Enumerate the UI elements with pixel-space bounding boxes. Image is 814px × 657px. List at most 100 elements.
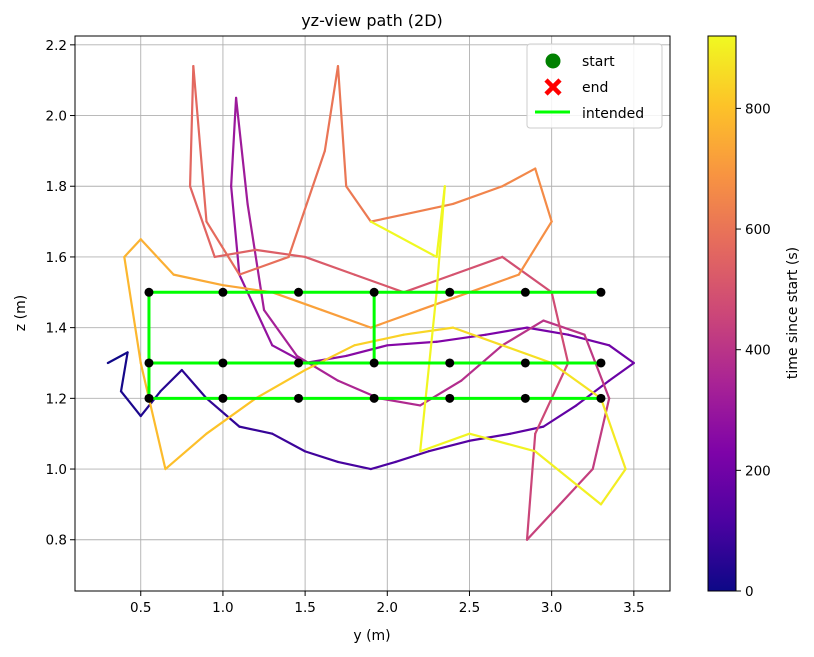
trajectory-segment [295,354,340,382]
trajectory-segment [106,351,129,365]
colorbar-gradient [707,35,737,592]
trajectory-segment [542,319,586,336]
trajectory-segment [123,255,142,365]
x-tick-label: 1.5 [294,600,315,616]
trajectory-segment [238,255,290,276]
trajectory-segment [402,326,455,336]
trajectory-segment [484,326,529,336]
trajectory-segment [419,291,471,312]
trajectory-segment [336,460,372,471]
trajectory-segment [188,64,195,188]
trajectory-segment [323,64,340,152]
waypoint-marker [144,358,154,368]
trajectory-segment [304,344,356,372]
waypoint-marker [218,287,228,297]
trajectory-segment [534,450,603,506]
trajectory-segment [451,255,504,276]
waypoint-marker [520,393,530,403]
colorbar-tick-label: 200 [745,463,771,479]
x-tick-label: 3.5 [623,600,644,616]
trajectory-segment [591,397,611,471]
y-tick-label: 2.2 [46,38,67,54]
chart-title: yz-view path (2D) [301,11,443,30]
waypoint-marker [294,393,304,403]
trajectory-segment [271,291,323,312]
trajectory-segment [394,450,430,464]
trajectory-segment [369,220,438,259]
x-tick-label: 2.0 [377,600,398,616]
waypoint-marker [520,358,530,368]
trajectory-segment [427,439,471,453]
waypoint-marker [218,358,228,368]
colorbar-ticks: 0 200 400 600 800 [736,101,771,600]
trajectory-segment [139,238,175,276]
waypoint-marker [294,358,304,368]
waypoint-marker [445,393,455,403]
trajectory-segment [550,291,570,365]
waypoint-marker [596,393,606,403]
y-tick-label: 2.0 [46,109,67,125]
trajectory-segment [205,220,241,276]
trajectory-segment [419,291,438,453]
trajectory-segment [320,308,372,329]
trajectory-segment [336,64,348,188]
trajectory-segment [262,308,298,358]
trajectory-segment [238,273,274,347]
trajectory-segment [608,344,635,365]
trajectory-segment [123,238,142,259]
trajectory-segment [501,167,537,188]
trajectory-segment [402,202,455,216]
trajectory-segment [159,368,183,393]
legend: start end intended [526,43,663,129]
legend-box [526,43,663,129]
waypoint-marker [596,358,606,368]
trajectory-segment [172,273,225,287]
trajectory-segment [254,368,307,400]
trajectory-segment [435,185,446,259]
trajectory-segment [287,149,326,259]
trajectory-segment [386,340,438,347]
colorbar-tick-label: 600 [745,222,771,238]
waypoint-marker [144,287,154,297]
trajectory-segment [369,460,397,471]
x-tick-label: 2.5 [459,600,480,616]
trajectory-segment [180,368,208,400]
y-axis-ticks: 0.8 1.0 1.2 1.4 1.6 1.8 2.0 2.2 [46,38,75,549]
trajectory-segment [583,333,611,400]
trajectory-segment [419,432,471,453]
trajectory-segment [566,333,611,347]
trajectory-segment [234,96,249,206]
colorbar-tick-label: 400 [745,343,771,359]
colorbar-tick-label: 800 [745,101,771,117]
waypoint-marker [144,393,154,403]
legend-start-label: start [582,54,615,70]
trajectory-segment [501,255,553,294]
waypoint-marker [369,358,379,368]
x-axis-ticks: 0.5 1.0 1.5 2.0 2.5 3.0 3.5 [130,591,645,616]
plot-frame [74,35,671,592]
trajectory-segment [192,64,208,223]
waypoint-marker [369,393,379,403]
trajectory-segment [230,185,241,276]
trajectory-segment [419,379,463,407]
trajectory-segment [468,432,537,453]
trajectory-segment [119,390,142,418]
trajectory-segment [345,344,389,358]
y-tick-label: 1.4 [46,321,67,337]
trajectory-segment [534,167,553,223]
trajectory-segment [139,361,167,471]
x-axis-label: y (m) [353,628,390,644]
trajectory-segment [608,361,635,382]
waypoint-marker [218,393,228,403]
waypoint-marker [294,287,304,297]
trajectory-segment [468,273,520,294]
colorbar-label: time since start (s) [785,247,801,379]
y-tick-label: 1.6 [46,250,67,266]
trajectory-segment [599,467,627,506]
trajectory-segment [353,333,405,347]
legend-end-label: end [582,80,608,96]
y-tick-label: 1.0 [46,462,67,478]
trajectory-segment [304,450,340,464]
trajectory-segment [213,248,257,259]
trajectory-segment [550,361,603,400]
